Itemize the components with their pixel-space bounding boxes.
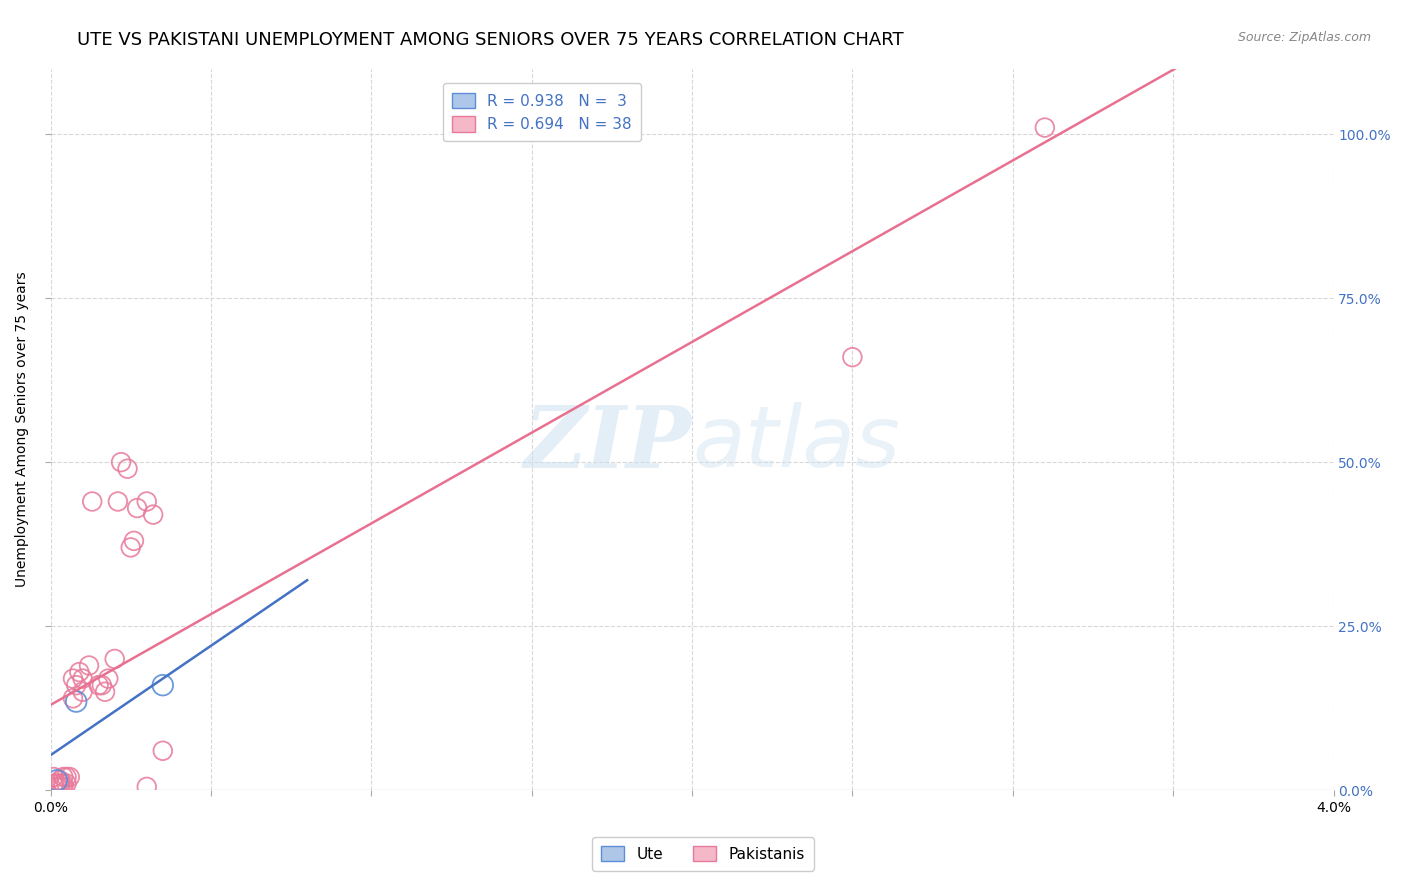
Point bbox=[117, 461, 139, 475]
Point bbox=[65, 678, 87, 692]
Point bbox=[77, 658, 100, 673]
Point bbox=[42, 776, 65, 790]
Point bbox=[72, 684, 94, 698]
Point bbox=[42, 770, 65, 784]
Point bbox=[67, 665, 90, 679]
Point bbox=[97, 672, 120, 686]
Point bbox=[152, 744, 174, 758]
Point bbox=[841, 350, 863, 364]
Point bbox=[62, 672, 84, 686]
Point bbox=[82, 494, 104, 508]
Text: UTE VS PAKISTANI UNEMPLOYMENT AMONG SENIORS OVER 75 YEARS CORRELATION CHART: UTE VS PAKISTANI UNEMPLOYMENT AMONG SENI… bbox=[77, 31, 904, 49]
Y-axis label: Unemployment Among Seniors over 75 years: Unemployment Among Seniors over 75 years bbox=[15, 271, 30, 587]
Point bbox=[45, 773, 67, 788]
Point bbox=[45, 780, 67, 794]
Point bbox=[59, 770, 82, 784]
Point bbox=[62, 691, 84, 706]
Point bbox=[104, 652, 127, 666]
Point bbox=[120, 541, 142, 555]
Point bbox=[127, 501, 149, 516]
Point bbox=[65, 695, 87, 709]
Legend: R = 0.938   N =  3, R = 0.694   N = 38: R = 0.938 N = 3, R = 0.694 N = 38 bbox=[443, 83, 641, 141]
Text: ZIP: ZIP bbox=[524, 402, 692, 485]
Point bbox=[55, 770, 77, 784]
Point bbox=[94, 684, 117, 698]
Point bbox=[52, 776, 75, 790]
Point bbox=[49, 780, 72, 794]
Text: atlas: atlas bbox=[692, 402, 900, 485]
Point bbox=[107, 494, 129, 508]
Point bbox=[52, 780, 75, 794]
Point bbox=[52, 770, 75, 784]
Point bbox=[90, 678, 112, 692]
Point bbox=[55, 776, 77, 790]
Point bbox=[49, 776, 72, 790]
Point bbox=[135, 494, 157, 508]
Point bbox=[87, 678, 110, 692]
Point bbox=[142, 508, 165, 522]
Point bbox=[45, 776, 67, 790]
Legend: Ute, Pakistanis: Ute, Pakistanis bbox=[592, 837, 814, 871]
Point bbox=[1033, 120, 1056, 135]
Point bbox=[72, 672, 94, 686]
Point bbox=[122, 533, 145, 548]
Point bbox=[110, 455, 132, 469]
Point bbox=[49, 773, 72, 788]
Text: Source: ZipAtlas.com: Source: ZipAtlas.com bbox=[1237, 31, 1371, 45]
Point bbox=[152, 678, 174, 692]
Point bbox=[135, 780, 157, 794]
